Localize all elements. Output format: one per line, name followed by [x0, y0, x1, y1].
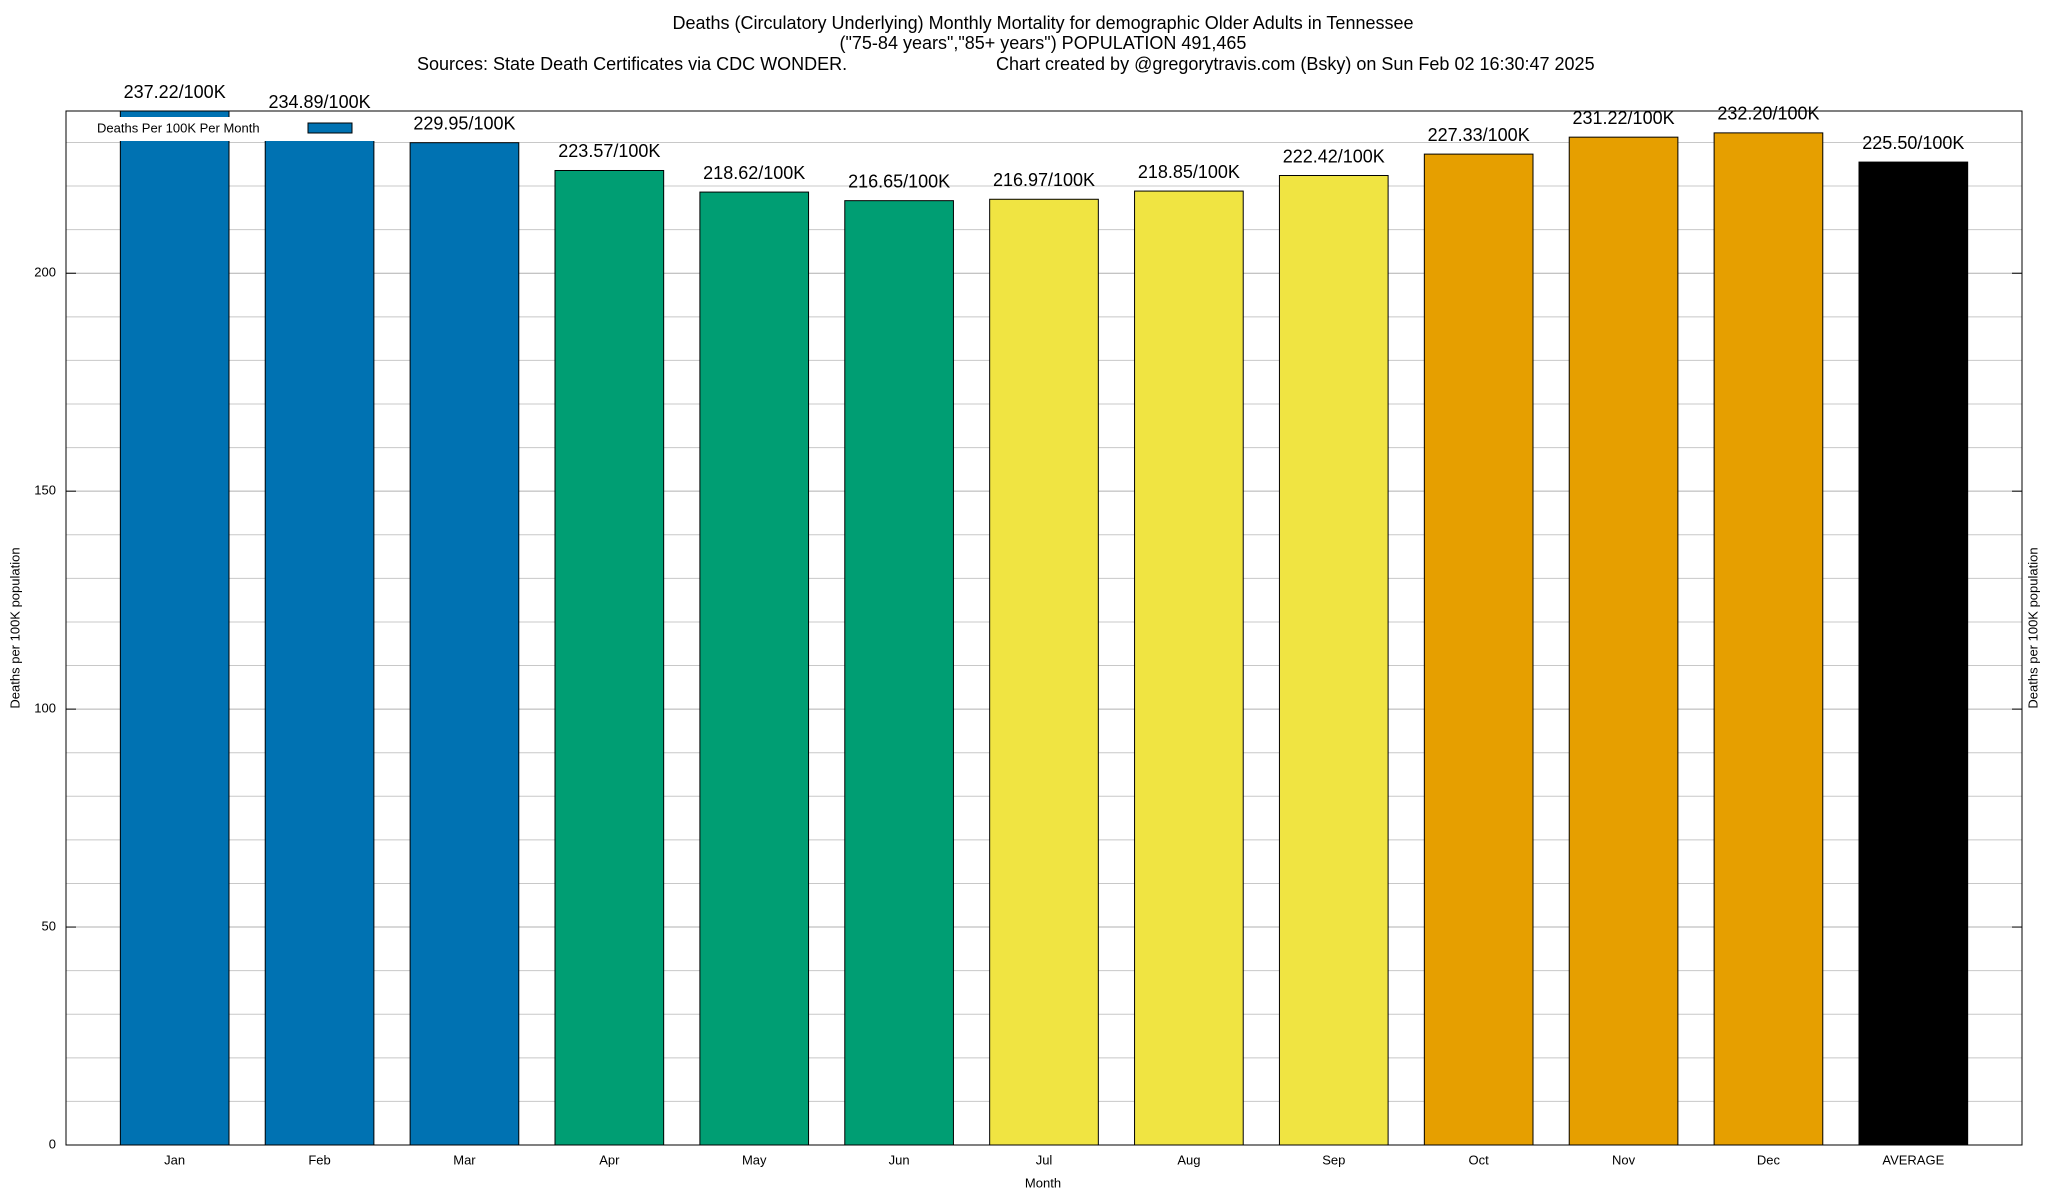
bar	[844, 200, 954, 1146]
credit: Chart created by @gregorytravis.com (Bsk…	[996, 54, 1595, 74]
x-tick-label: Apr	[599, 1152, 620, 1167]
y-tick-label: 200	[34, 265, 56, 280]
value-label: 234.89/100K	[269, 92, 371, 112]
legend-label: Deaths Per 100K Per Month	[97, 120, 260, 135]
value-label: 222.42/100K	[1283, 146, 1385, 166]
bar	[554, 169, 665, 1146]
x-tick-label: Nov	[1612, 1152, 1636, 1167]
bar	[409, 142, 520, 1146]
y-tick-label: 100	[34, 701, 56, 716]
plot-frame	[65, 110, 2023, 1146]
chart-subtitle: ("75-84 years","85+ years") POPULATION 4…	[840, 33, 1247, 53]
y2-axis-label: Deaths per 100K population	[2025, 547, 2040, 708]
value-label: 229.95/100K	[413, 113, 515, 133]
x-tick-label: May	[742, 1152, 767, 1167]
bar	[1423, 153, 1534, 1146]
bar	[264, 120, 375, 1146]
x-tick-label: Jul	[1036, 1152, 1053, 1167]
bar	[119, 110, 230, 1146]
bar	[1713, 132, 1824, 1146]
value-label: 237.22/100K	[124, 82, 226, 102]
value-label: 225.50/100K	[1862, 133, 1964, 153]
x-tick-label: Oct	[1469, 1152, 1490, 1167]
value-label: 232.20/100K	[1717, 104, 1819, 124]
y-axis-label: Deaths per 100K population	[7, 547, 22, 708]
bar	[699, 191, 810, 1146]
x-axis-label: Month	[1025, 1175, 1061, 1190]
x-tick-label: Jun	[889, 1152, 910, 1167]
x-tick-label: AVERAGE	[1882, 1152, 1944, 1167]
value-label: 223.57/100K	[558, 141, 660, 161]
source: Sources: State Death Certificates via CD…	[417, 54, 847, 74]
bar	[1278, 175, 1389, 1146]
bar	[1568, 136, 1679, 1146]
bar	[1858, 161, 1969, 1146]
bar	[1134, 190, 1244, 1146]
y-tick-label: 150	[34, 483, 56, 498]
x-tick-label: Feb	[308, 1152, 330, 1167]
x-tick-label: Mar	[453, 1152, 476, 1167]
x-tick-label: Aug	[1177, 1152, 1200, 1167]
legend-swatch	[307, 122, 353, 134]
bar	[989, 198, 1099, 1146]
value-label: 218.62/100K	[703, 163, 805, 183]
x-tick-label: Dec	[1757, 1152, 1781, 1167]
y-tick-label: 50	[42, 918, 56, 933]
value-label: 218.85/100K	[1138, 162, 1240, 182]
y-tick-label: 0	[49, 1136, 56, 1151]
chart-title: Deaths (Circulatory Underlying) Monthly …	[673, 13, 1414, 33]
value-label: 227.33/100K	[1428, 125, 1530, 145]
value-label: 231.22/100K	[1573, 108, 1675, 128]
value-label: 216.97/100K	[993, 170, 1095, 190]
x-tick-label: Sep	[1322, 1152, 1345, 1167]
x-tick-label: Jan	[164, 1152, 185, 1167]
value-label: 216.65/100K	[848, 171, 950, 191]
